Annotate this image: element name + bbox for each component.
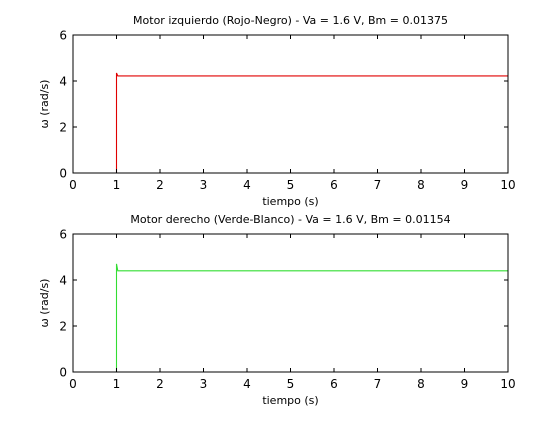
- y-axis-label-1: ω (rad/s): [38, 279, 51, 328]
- x-tick-label-1-5: 5: [287, 377, 295, 391]
- x-tick-label-0-5: 5: [287, 178, 295, 192]
- x-tick-label-0-9: 9: [461, 178, 469, 192]
- y-tick-label-0-3: 6: [59, 29, 67, 43]
- y-tick-label-0-0: 0: [59, 167, 67, 181]
- y-tick-label-1-3: 6: [59, 228, 67, 242]
- x-tick-label-1-2: 2: [156, 377, 164, 391]
- y-tick-label-0-1: 2: [59, 121, 67, 135]
- y-tick-label-1-0: 0: [59, 366, 67, 380]
- plot-area-0: [73, 35, 508, 173]
- x-axis-label-1: tiempo (s): [262, 394, 318, 407]
- x-tick-label-0-4: 4: [243, 178, 251, 192]
- x-tick-label-1-9: 9: [461, 377, 469, 391]
- chart-title-0: Motor izquierdo (Rojo-Negro) - Va = 1.6 …: [133, 14, 448, 27]
- x-tick-label-0-8: 8: [417, 178, 425, 192]
- x-tick-label-1-1: 1: [113, 377, 121, 391]
- x-tick-label-0-6: 6: [330, 178, 338, 192]
- x-tick-label-0-0: 0: [69, 178, 77, 192]
- x-tick-label-1-8: 8: [417, 377, 425, 391]
- chart-title-1: Motor derecho (Verde-Blanco) - Va = 1.6 …: [130, 213, 450, 226]
- y-tick-label-1-1: 2: [59, 320, 67, 334]
- x-tick-label-0-10: 10: [500, 178, 515, 192]
- x-tick-label-1-10: 10: [500, 377, 515, 391]
- x-tick-label-1-0: 0: [69, 377, 77, 391]
- y-axis-label-0: ω (rad/s): [38, 80, 51, 129]
- x-tick-label-1-7: 7: [374, 377, 382, 391]
- y-tick-label-0-2: 4: [59, 75, 67, 89]
- x-tick-label-0-2: 2: [156, 178, 164, 192]
- x-axis-label-0: tiempo (s): [262, 195, 318, 208]
- x-tick-label-1-3: 3: [200, 377, 208, 391]
- x-tick-label-0-7: 7: [374, 178, 382, 192]
- x-tick-label-0-3: 3: [200, 178, 208, 192]
- x-tick-label-1-4: 4: [243, 377, 251, 391]
- plot-area-1: [73, 234, 508, 372]
- y-tick-label-1-2: 4: [59, 274, 67, 288]
- x-tick-label-1-6: 6: [330, 377, 338, 391]
- x-tick-label-0-1: 1: [113, 178, 121, 192]
